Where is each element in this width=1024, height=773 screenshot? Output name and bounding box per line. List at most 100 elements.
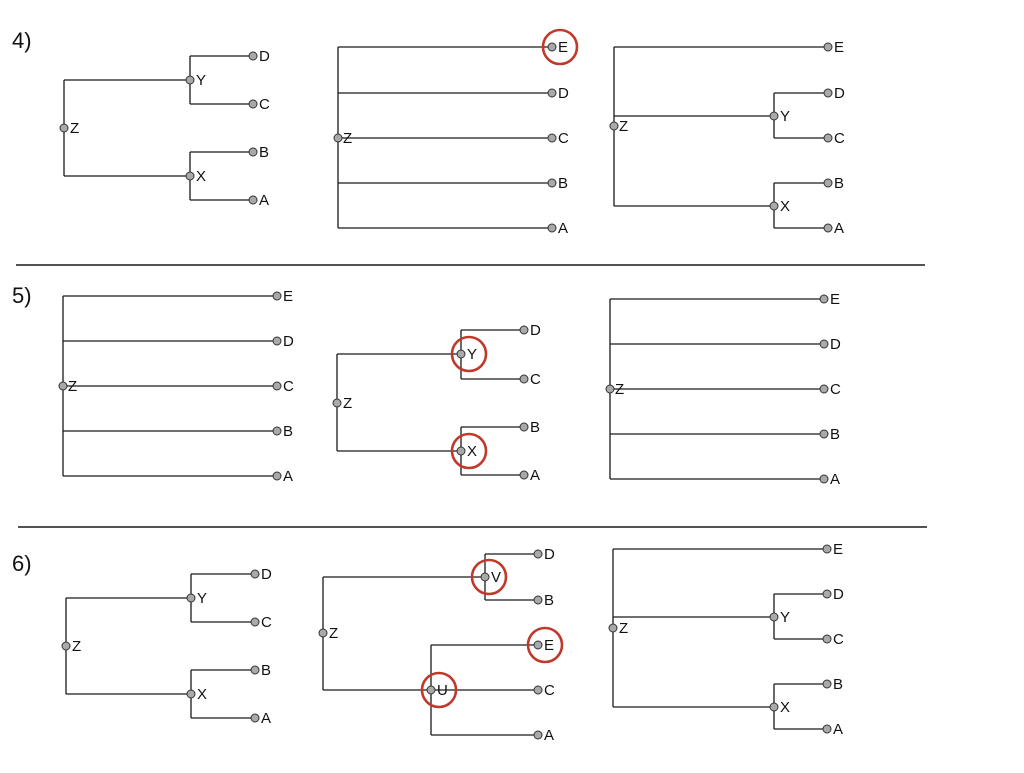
highlight-circle-e [541, 28, 579, 66]
leaf-node-a [250, 713, 260, 723]
leaf-node-b [533, 595, 543, 605]
leaf-label-a: A [261, 710, 271, 727]
leaf-node-c [533, 685, 543, 695]
node-label-z: Z [343, 130, 352, 147]
tree-r4-t3: Z Y X E D C B A [609, 39, 845, 237]
tree-node-y [769, 111, 779, 121]
leaf-node-d [248, 51, 258, 61]
tree-r6-t1: Z Y X D C B A [61, 566, 272, 727]
leaf-node-d [822, 589, 832, 599]
highlight-circle-x [450, 432, 488, 470]
leaf-node-d [547, 88, 557, 98]
leaf-node-d [272, 336, 282, 346]
leaf-label-b: B [261, 662, 271, 679]
leaf-node-a [822, 724, 832, 734]
node-label-x: X [196, 168, 206, 185]
tree-node-z [318, 628, 328, 638]
leaf-label-d: D [261, 566, 272, 583]
tree-r6-t2: Z V U D B E C A [318, 546, 564, 744]
leaf-node-d [250, 569, 260, 579]
node-label-z: Z [70, 120, 79, 137]
tree-node-z [332, 398, 342, 408]
tree-node-y [769, 612, 779, 622]
leaf-node-c [248, 99, 258, 109]
leaf-node-b [822, 679, 832, 689]
leaf-label-a: A [558, 220, 568, 237]
leaf-label-e: E [544, 637, 554, 654]
tree-node-z [608, 623, 618, 633]
node-label-x: X [197, 686, 207, 703]
leaf-label-e: E [834, 39, 844, 56]
node-label-z: Z [615, 381, 624, 398]
leaf-node-c [519, 374, 529, 384]
leaf-node-d [533, 549, 543, 559]
tree-r6-t3: Z Y X E D C B A [608, 541, 844, 738]
leaf-node-b [248, 147, 258, 157]
tree-node-x [456, 446, 466, 456]
leaf-node-b [519, 422, 529, 432]
tree-node-y [186, 593, 196, 603]
leaf-label-b: B [833, 676, 843, 693]
tree-node-z [609, 121, 619, 131]
leaf-label-d: D [558, 85, 569, 102]
node-label-z: Z [619, 118, 628, 135]
leaf-label-c: C [530, 371, 541, 388]
leaf-node-e [547, 42, 557, 52]
tree-r4-t2: Z E D C B A [333, 28, 579, 237]
node-label-z: Z [68, 378, 77, 395]
tree-node-x [186, 689, 196, 699]
leaf-node-a [248, 195, 258, 205]
leaf-label-e: E [558, 39, 568, 56]
leaf-label-a: A [830, 471, 840, 488]
leaf-label-c: C [259, 96, 270, 113]
tree-node-z [605, 384, 615, 394]
leaf-node-a [823, 223, 833, 233]
leaf-node-c [547, 133, 557, 143]
node-label-y: Y [196, 72, 206, 89]
leaf-label-e: E [283, 288, 293, 305]
leaf-label-d: D [283, 333, 294, 350]
leaf-node-c [822, 634, 832, 644]
tree-node-z [333, 133, 343, 143]
node-label-x: X [780, 699, 790, 716]
tree-node-y [185, 75, 195, 85]
leaf-node-e [272, 291, 282, 301]
highlight-circle-y [450, 335, 488, 373]
leaf-label-c: C [261, 614, 272, 631]
leaf-label-b: B [259, 144, 269, 161]
leaf-node-b [272, 426, 282, 436]
leaf-node-e [823, 42, 833, 52]
highlight-circle-u [420, 671, 458, 709]
leaf-label-b: B [558, 175, 568, 192]
leaf-node-a [547, 223, 557, 233]
leaf-label-c: C [544, 682, 555, 699]
node-label-z: Z [329, 625, 338, 642]
tree-node-y [456, 349, 466, 359]
tree-r5-t3: Z E D C B A [605, 291, 841, 488]
tree-node-z [61, 641, 71, 651]
leaf-label-d: D [830, 336, 841, 353]
node-label-z: Z [72, 638, 81, 655]
node-label-y: Y [780, 108, 790, 125]
node-label-z: Z [343, 395, 352, 412]
highlight-circle-v [470, 558, 508, 596]
leaf-label-d: D [833, 586, 844, 603]
leaf-node-a [533, 730, 543, 740]
node-label-x: X [467, 443, 477, 460]
row-label-6: 6) [12, 551, 32, 576]
leaf-label-b: B [830, 426, 840, 443]
leaf-label-a: A [259, 192, 269, 209]
highlight-circle-e [526, 626, 564, 664]
leaf-node-a [519, 470, 529, 480]
leaf-node-e [533, 640, 543, 650]
tree-r5-t1: Z E D C B A [58, 288, 294, 485]
leaf-node-b [823, 178, 833, 188]
node-label-y: Y [197, 590, 207, 607]
tree-node-u [426, 685, 436, 695]
node-label-v: V [491, 569, 501, 586]
leaf-label-b: B [834, 175, 844, 192]
leaf-label-a: A [833, 721, 843, 738]
tree-node-x [185, 171, 195, 181]
tree-node-v [480, 572, 490, 582]
tree-node-z [59, 123, 69, 133]
